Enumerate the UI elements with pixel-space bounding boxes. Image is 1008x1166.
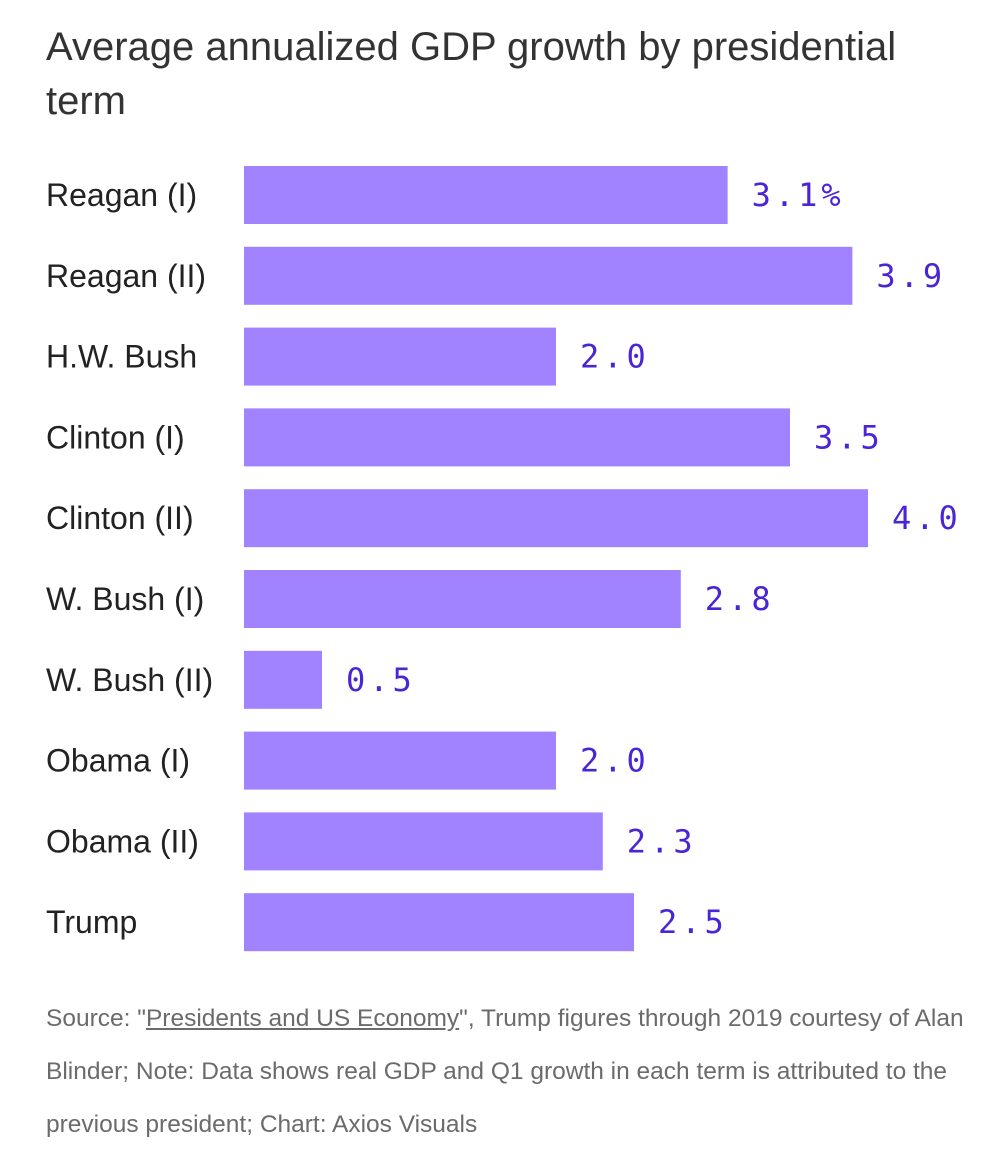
category-label-h-w-bush: H.W. Bush	[46, 339, 197, 375]
value-label-obama-i: 2.0	[580, 742, 650, 780]
category-label-w-bush-ii: W. Bush (II)	[46, 662, 213, 698]
category-label-clinton-ii: Clinton (II)	[46, 500, 194, 536]
value-label-reagan-ii: 3.9	[876, 257, 946, 295]
bar-obama-ii	[244, 812, 603, 871]
source-prefix: Source: "	[46, 1005, 146, 1032]
bar-w-bush-i	[244, 570, 681, 628]
bar-w-bush-ii	[244, 650, 322, 709]
category-label-w-bush-i: W. Bush (I)	[46, 581, 204, 617]
value-label-obama-ii: 2.3	[627, 822, 697, 860]
bar-chart: Reagan (I) 3.1% Reagan (II) 3.9 H.W. Bush 2.0…	[46, 166, 962, 952]
bar-clinton-ii	[244, 489, 868, 548]
source-suffix: ", Trump figures through 2019 courtesy o…	[46, 1005, 964, 1138]
category-label-obama-i: Obama (I)	[46, 743, 190, 779]
value-label-w-bush-ii: 0.5	[346, 661, 416, 699]
bar-trump	[244, 893, 634, 952]
bar-reagan-ii	[244, 246, 853, 305]
category-label-trump: Trump	[46, 904, 137, 940]
value-label-w-bush-i: 2.8	[705, 580, 775, 618]
value-label-reagan-i: 3.1%	[752, 176, 845, 214]
source-link[interactable]: Presidents and US Economy	[145, 1005, 460, 1032]
chart-title: Average annualized GDP growth by preside…	[46, 25, 897, 123]
category-label-reagan-ii: Reagan (II)	[46, 258, 206, 294]
bar-obama-i	[244, 731, 556, 790]
bar-reagan-i	[244, 166, 728, 224]
value-label-trump: 2.5	[658, 903, 728, 941]
value-label-clinton-ii: 4.0	[892, 499, 962, 537]
category-label-obama-ii: Obama (II)	[46, 823, 199, 859]
bar-h-w-bush	[244, 327, 556, 386]
bar-clinton-i	[244, 408, 790, 467]
source-note: Source: "Presidents and US Economy", Tru…	[46, 992, 966, 1151]
category-label-reagan-i: Reagan (I)	[46, 177, 197, 213]
category-label-clinton-i: Clinton (I)	[46, 419, 185, 455]
value-label-clinton-i: 3.5	[814, 418, 884, 456]
value-label-h-w-bush: 2.0	[580, 338, 650, 376]
